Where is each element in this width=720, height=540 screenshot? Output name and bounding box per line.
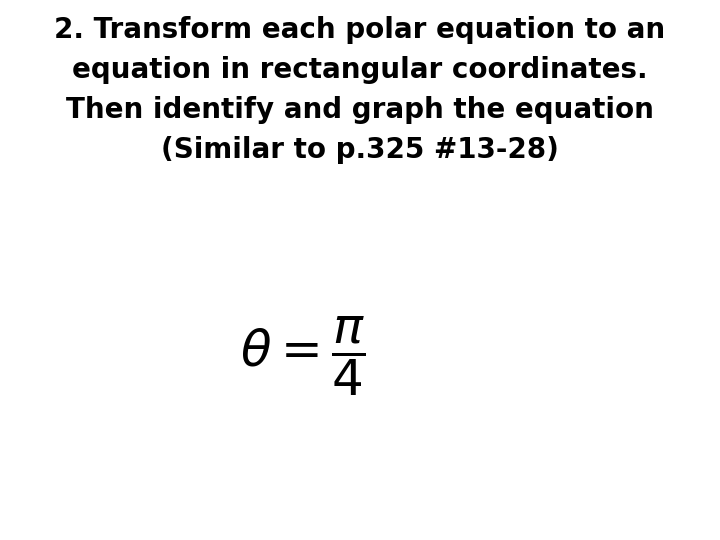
Text: $\theta = \dfrac{\pi}{4}$: $\theta = \dfrac{\pi}{4}$	[240, 315, 365, 398]
Text: 2. Transform each polar equation to an
equation in rectangular coordinates.
Then: 2. Transform each polar equation to an e…	[55, 16, 665, 165]
